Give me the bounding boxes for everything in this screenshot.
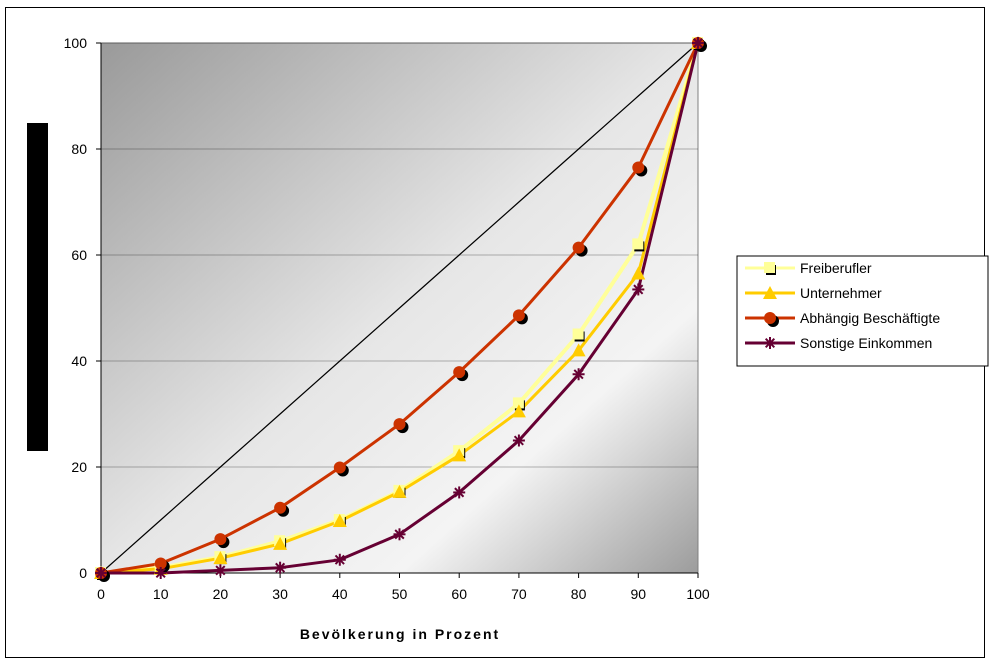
point-abhaengig-70 [512,309,525,322]
x-tick-label: 20 [213,586,229,602]
legend: Freiberufler Unternehmer Abhängig Beschäft… [736,255,989,367]
y-tick-label: 40 [71,353,87,369]
legend-item-freiberufler: Freiberufler [745,260,872,276]
x-tick-label: 0 [97,586,105,602]
y-tick-label: 60 [71,247,87,263]
legend-label: Sonstige Einkommen [800,335,932,351]
point-abhaengig-90 [632,161,645,174]
point-sonstige-60 [453,486,466,499]
point-sonstige-100 [692,37,704,49]
point-sonstige-70 [512,434,525,447]
point-abhaengig-60 [453,366,466,379]
point-unternehmer-20 [213,551,228,565]
x-axis-title: Bevölkerung in Prozent [300,626,500,642]
x-tick-label: 10 [153,586,169,602]
point-abhaengig-10 [154,557,167,570]
point-sonstige-40 [333,553,346,566]
x-tick-label: 80 [571,586,587,602]
point-sonstige-20 [214,564,227,577]
point-unternehmer-40 [332,514,347,528]
legend-item-sonstige: Sonstige Einkommen [745,335,932,351]
legend-label: Abhängig Beschäftigte [800,310,940,326]
y-tick-labels: 0 20 40 60 80 100 [64,35,101,581]
point-freiberufler-90 [632,238,644,250]
x-tick-labels: 0 10 20 30 40 50 60 70 80 90 100 [97,573,710,602]
x-tick-label: 50 [392,586,408,602]
series-line-equality [100,42,699,574]
legend-item-abhaengig: Abhängig Beschäftigte [745,310,940,327]
point-abhaengig-40 [333,461,346,474]
legend-label: Freiberufler [800,260,872,276]
series-markers-sonstige [95,37,704,579]
point-freiberufler-70 [512,397,524,409]
point-sonstige-90 [632,283,645,296]
point-unternehmer-70 [511,404,526,418]
point-sonstige-50 [393,528,406,541]
y-tick-label: 20 [71,459,87,475]
y-tick-label: 100 [64,35,88,51]
point-abhaengig-20 [214,533,227,546]
legend-marker-sonstige [764,337,776,349]
x-tick-label: 40 [332,586,348,602]
point-unternehmer-60 [452,448,467,462]
point-sonstige-80 [572,368,585,381]
point-sonstige-30 [274,561,287,574]
point-sonstige-0 [95,567,107,579]
point-unternehmer-90 [631,266,646,280]
point-sonstige-10 [154,567,167,579]
point-unternehmer-80 [571,343,586,357]
legend-label: Unternehmer [800,285,882,301]
x-tick-label: 100 [686,586,710,602]
legend-box [736,255,989,367]
point-freiberufler-80 [572,328,584,340]
point-unternehmer-30 [273,536,288,550]
x-tick-label: 70 [511,586,527,602]
x-tick-label: 90 [631,586,647,602]
legend-marker-unternehmer [763,286,777,299]
point-abhaengig-50 [393,418,406,431]
x-tick-label: 60 [451,586,467,602]
legend-marker-abhaengig [764,312,776,324]
y-tick-label: 80 [71,141,87,157]
y-tick-label: 0 [79,565,87,581]
point-abhaengig-30 [274,501,287,514]
point-unternehmer-50 [392,484,407,498]
y-axis-label-redacted [27,123,48,451]
series-markers [94,36,707,582]
x-tick-label: 30 [272,586,288,602]
grid-lines [101,42,698,468]
legend-marker-freiberufler [764,262,775,273]
point-abhaengig-80 [572,241,585,254]
legend-item-unternehmer: Unternehmer [745,285,882,301]
